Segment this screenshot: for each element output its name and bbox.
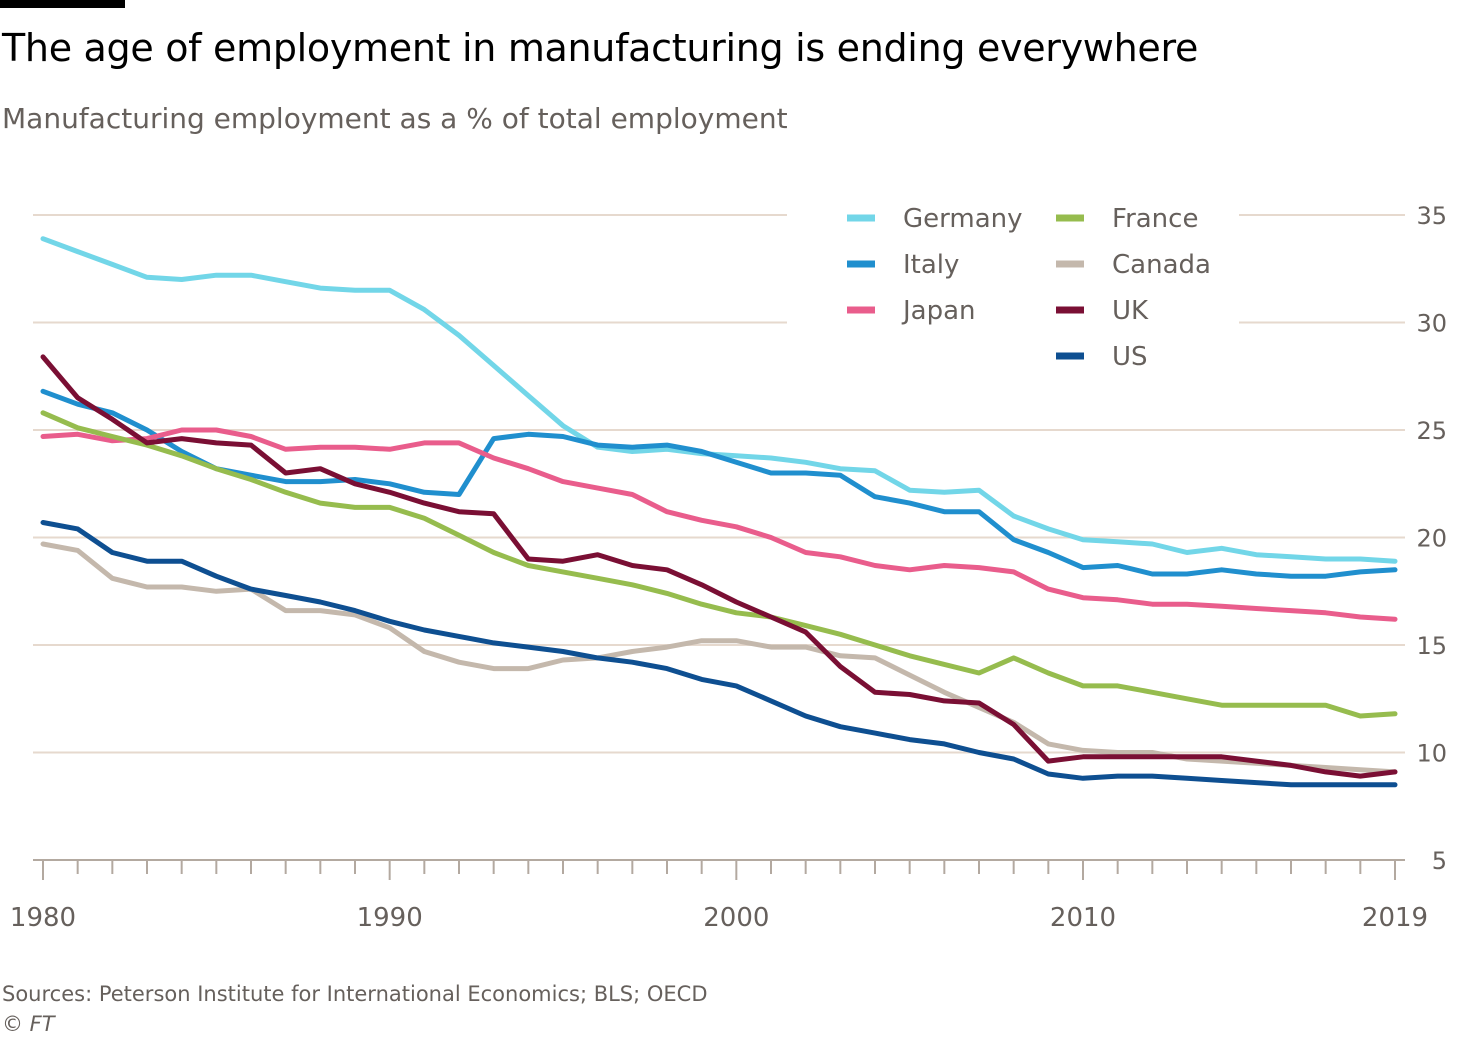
y-tick-label: 25	[1416, 417, 1447, 445]
series-line-japan	[40, 427, 1398, 622]
y-tick-label: 10	[1416, 740, 1447, 768]
series-lines	[40, 236, 1398, 788]
x-tick-label: 2019	[1362, 903, 1428, 933]
y-tick-label: 30	[1416, 310, 1447, 338]
legend-label-uk: UK	[1112, 296, 1149, 326]
legend-background	[787, 192, 1239, 382]
chart-subtitle: Manufacturing employment as a % of total…	[2, 102, 788, 135]
x-tick-label: 2000	[703, 903, 769, 933]
x-tick-label: 2010	[1050, 903, 1116, 933]
series-line-uk	[40, 354, 1398, 779]
legend-label-germany: Germany	[903, 204, 1023, 234]
y-tick-label: 35	[1416, 202, 1447, 230]
series-line-italy	[40, 388, 1398, 579]
legend-label-france: France	[1112, 204, 1198, 234]
y-tick-label: 5	[1432, 847, 1447, 875]
legend-label-italy: Italy	[903, 250, 959, 280]
series-line-canada	[40, 541, 1398, 775]
legend-label-canada: Canada	[1112, 250, 1211, 280]
x-tick-label: 1990	[357, 903, 423, 933]
y-tick-label: 15	[1416, 632, 1447, 660]
series-line-france	[40, 410, 1398, 719]
header-accent-bar	[0, 0, 125, 8]
y-tick-label: 20	[1416, 525, 1447, 553]
x-tick-label: 1980	[10, 903, 76, 933]
legend-label-japan: Japan	[901, 296, 976, 326]
legend: Germany Italy Japan France Canada UK US	[787, 192, 1239, 382]
credit-note: © FT	[2, 1012, 55, 1036]
credit-text: © FT	[2, 1012, 55, 1036]
series-line-us	[40, 520, 1398, 788]
y-axis-labels: 5 10 15 20 25 30 35	[1416, 202, 1447, 875]
x-axis: 1980 1990 2000 2010 2019	[10, 859, 1428, 933]
chart-title: The age of employment in manufacturing i…	[2, 26, 1199, 70]
source-note: Sources: Peterson Institute for Internat…	[2, 982, 708, 1006]
legend-label-us: US	[1112, 342, 1148, 372]
